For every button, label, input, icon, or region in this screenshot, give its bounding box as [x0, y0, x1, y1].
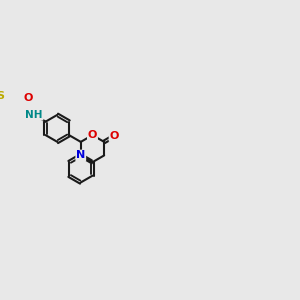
Text: O: O — [110, 131, 119, 141]
Text: S: S — [0, 91, 4, 100]
Text: NH: NH — [25, 110, 43, 120]
Text: O: O — [88, 130, 97, 140]
Text: O: O — [24, 94, 33, 103]
Text: N: N — [76, 150, 86, 161]
